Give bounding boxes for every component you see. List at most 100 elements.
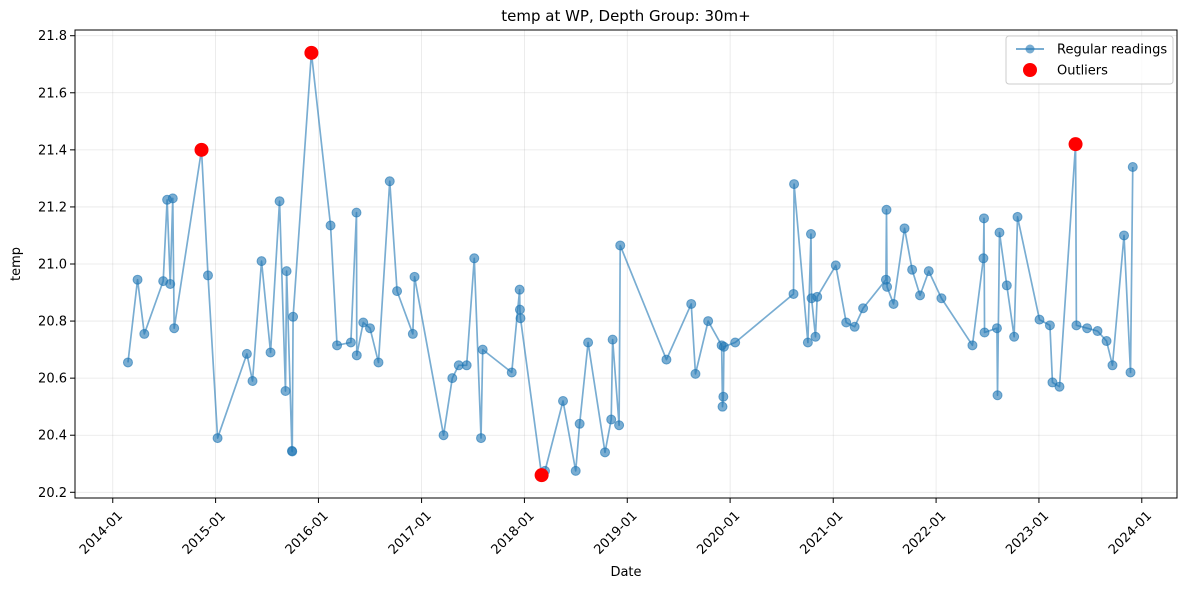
regular-reading-point [514, 304, 525, 315]
regular-reading-point [1092, 326, 1103, 337]
regular-reading-point [461, 360, 472, 371]
regular-reading-point [690, 368, 701, 379]
regular-reading-point [167, 193, 178, 204]
regular-reading-point [325, 220, 336, 231]
regular-reading-point [281, 266, 292, 277]
y-tick-label: 20.6 [38, 372, 67, 387]
regular-reading-point [514, 284, 525, 295]
regular-reading-point [407, 328, 418, 339]
regular-reading-point [730, 337, 741, 348]
regular-reading-point [332, 340, 343, 351]
regular-reading-point [139, 328, 150, 339]
regular-reading-point [1127, 161, 1138, 172]
y-tick-label: 21.8 [38, 29, 67, 44]
regular-reading-point [392, 286, 403, 297]
regular-reading-point [274, 196, 285, 207]
regular-reading-point [288, 311, 299, 322]
y-tick-label: 21.0 [38, 258, 67, 273]
regular-reading-point [265, 347, 276, 358]
regular-reading-point [476, 433, 487, 444]
regular-reading-point [1044, 320, 1055, 331]
regular-reading-point [351, 207, 362, 218]
y-tick-label: 21.4 [38, 143, 67, 158]
regular-reading-point [169, 323, 180, 334]
regular-reading-point [718, 391, 729, 402]
legend-regular-label: Regular readings [1057, 43, 1167, 58]
y-tick-label: 20.4 [38, 429, 67, 444]
regular-reading-point [788, 288, 799, 299]
regular-reading-point [241, 348, 252, 359]
regular-reading-point [992, 390, 1003, 401]
outlier-point [1068, 137, 1083, 152]
regular-reading-point [915, 290, 926, 301]
regular-reading-point [247, 376, 258, 386]
regular-reading-point [703, 316, 714, 327]
regular-reading-point [1119, 230, 1130, 241]
regular-reading-point [280, 385, 291, 396]
regular-reading-point [967, 340, 978, 351]
regular-reading-point [717, 401, 728, 412]
regular-reading-point [583, 337, 594, 348]
x-axis-title: Date [610, 565, 641, 580]
regular-reading-point [384, 176, 395, 187]
regular-reading-point [686, 298, 697, 309]
regular-reading-point [907, 264, 918, 275]
regular-reading-point [978, 253, 989, 264]
regular-reading-point [1054, 381, 1065, 392]
regular-reading-point [202, 270, 213, 281]
legend: Regular readings Outliers [1005, 35, 1174, 85]
regular-reading-point [515, 313, 526, 324]
regular-reading-point [212, 433, 223, 444]
regular-reading-point [607, 334, 618, 345]
regular-reading-point [358, 317, 369, 328]
regular-reading-point [805, 229, 816, 240]
regular-reading-point [888, 298, 899, 309]
y-tick-label: 21.6 [38, 86, 67, 101]
regular-reading-point [365, 323, 376, 334]
regular-reading-point [351, 350, 362, 361]
regular-reading-point [812, 291, 823, 302]
regular-reading-point [1009, 331, 1020, 342]
legend-box [1005, 35, 1174, 85]
regular-reading-point [899, 223, 910, 234]
y-tick-label: 20.2 [38, 486, 67, 501]
regular-reading-point [615, 240, 626, 251]
regular-reading-point [1012, 211, 1023, 222]
regular-reading-point [802, 337, 813, 348]
regular-reading-point [373, 357, 384, 368]
regular-reading-point [1082, 323, 1093, 334]
regular-reading-point [447, 373, 458, 384]
outlier-point [534, 468, 549, 483]
regular-reading-point [606, 414, 617, 425]
regular-readings-line [127, 51, 1134, 477]
chart-title: temp at WP, Depth Group: 30m+ [501, 7, 750, 25]
plot-data [122, 45, 1138, 483]
regular-reading-point [438, 430, 449, 441]
regular-reading-point [1125, 367, 1136, 378]
regular-reading-point [1071, 320, 1082, 331]
regular-reading-point [256, 256, 267, 267]
regular-reading-point [789, 179, 800, 190]
regular-reading-point [718, 341, 729, 352]
regular-reading-point [287, 446, 298, 457]
regular-reading-point [409, 271, 420, 282]
regular-reading-point [1101, 336, 1112, 347]
regular-reading-point [477, 344, 488, 355]
outlier-point [194, 142, 209, 157]
regular-reading-point [858, 303, 869, 314]
regular-reading-point [979, 327, 990, 338]
regular-reading-point [469, 253, 480, 264]
regular-reading-point [882, 281, 893, 292]
regular-reading-point [1034, 314, 1045, 325]
regular-reading-point [810, 331, 821, 342]
regular-reading-point [936, 293, 947, 304]
y-tick-label: 21.2 [38, 200, 67, 215]
regular-reading-point [614, 420, 625, 431]
regular-reading-point [506, 367, 517, 378]
regular-reading-point [574, 418, 585, 429]
regular-reading-point [1001, 280, 1012, 291]
regular-reading-point [881, 204, 892, 215]
